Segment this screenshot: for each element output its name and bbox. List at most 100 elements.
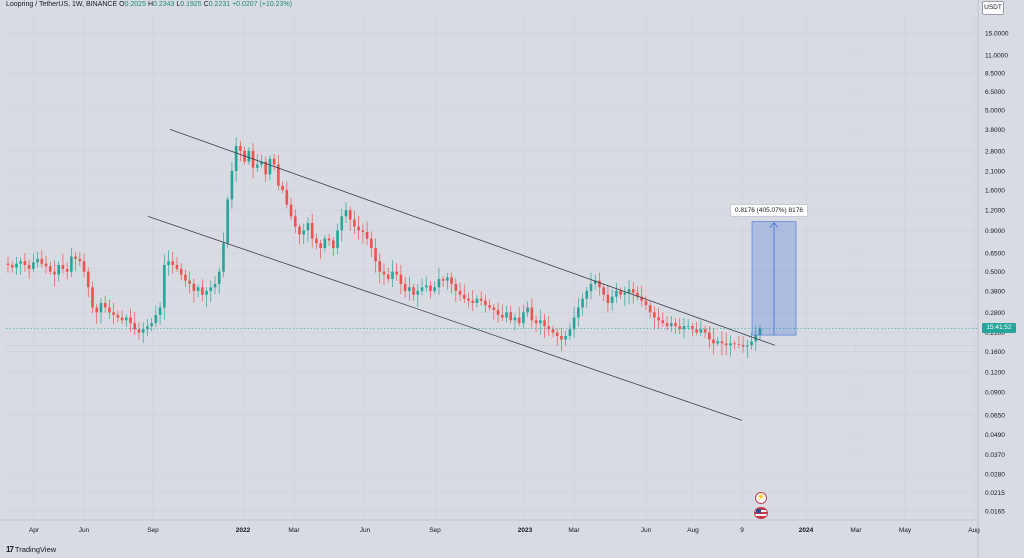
candle-body [669,323,673,327]
candle-body [158,307,162,315]
candle-body [247,150,251,162]
symbol-header: Loopring / TetherUS, 1W, BINANCE O0.2025… [6,1,292,8]
candle-body [150,323,153,327]
candle-body [682,326,686,330]
candle-body [146,326,149,330]
low-label: L [176,1,181,8]
candle-body [289,204,293,217]
candle-body [724,343,728,346]
candle-body [213,283,217,288]
y-tick-label: 0.1600 [985,349,1005,356]
candle-body [344,210,348,217]
candle-body [547,326,551,330]
candle-body [399,274,403,284]
lightning-icon[interactable]: ⚡ [755,492,767,504]
candle-body [513,317,517,321]
candle-body [201,287,204,295]
candle-body [593,280,597,284]
candle-body [746,345,749,347]
close-value: 0.2231 [208,1,231,8]
candle-body [293,216,297,227]
measure-arrowhead [769,221,779,228]
candle-body [357,226,360,231]
candle-body [315,238,318,244]
candle-body [631,289,635,293]
candle-body [716,341,720,344]
candle-body [27,264,31,269]
candle-body [205,290,208,295]
y-tick-label: 0.5000 [985,269,1005,276]
open-value: 0.2025 [124,1,146,8]
x-tick-label: 9 [740,527,744,534]
x-tick-label: Jun [360,527,371,534]
candle-body [737,344,741,345]
us-flag-icon[interactable] [754,507,768,519]
y-tick-label: 0.0280 [985,471,1005,478]
y-tick-label: 0.0165 [985,509,1005,516]
candle-body [454,283,458,291]
candle-body [184,274,187,281]
x-tick-label: Mar [850,527,862,534]
candle-body [382,271,386,275]
measure-label: 0.8176 (405.07%) 8176 [730,203,808,217]
candle-body [416,290,420,295]
candle-body [640,296,644,301]
candle-body [661,320,665,324]
x-tick-label: May [899,527,912,534]
logo-text: TradingView [14,545,57,554]
candle-body [285,190,289,205]
candle-body [695,329,698,333]
candle-body [703,329,707,333]
y-tick-label: 2.1000 [985,168,1005,175]
candle-body [505,312,508,318]
y-tick-label: 0.2100 [985,330,1005,337]
candle-body [577,307,580,318]
candle-body [475,298,479,303]
y-tick-label: 0.0650 [985,412,1005,419]
candle-body [365,231,369,239]
open-label: O [119,1,125,8]
candle-body [391,271,394,280]
candle-body [589,283,593,291]
candle-body [230,170,234,200]
candle-body [758,328,762,336]
candle-body [340,216,344,231]
candle-body [40,258,44,264]
candle-body [707,332,711,340]
currency-badge[interactable]: USDT [982,1,1004,15]
tv-mark-icon: 17 [6,545,14,554]
candle-body [226,199,229,244]
candle-body [188,280,191,284]
candle-body [610,296,614,303]
x-tick-label: 2023 [518,527,533,534]
candle-body [653,312,656,318]
candle-body [441,279,445,281]
candle-body [484,300,487,306]
candle-body [467,298,470,301]
candle-body [517,317,521,324]
candle-body [331,240,335,249]
x-tick-label: Apr [29,527,40,534]
y-tick-label: 2.8000 [985,148,1005,155]
candle-body [433,287,437,291]
candle-body [222,243,225,272]
candle-body [78,258,82,262]
candle-body [374,248,377,262]
candle-body [15,263,18,268]
candle-body [137,329,141,333]
candle-body [281,185,284,191]
candle-body [264,161,268,175]
candle-body [306,223,310,231]
candle-body [598,280,601,288]
candle-body [458,290,462,295]
candle-body [74,256,77,259]
candle-body [437,279,441,288]
tradingview-logo[interactable]: 17 TradingView [6,545,56,554]
x-tick-label: Sep [429,527,441,534]
y-tick-label: 0.6500 [985,251,1005,258]
candle-body [255,164,259,168]
candle-body [108,307,111,313]
x-tick-label: Aug [968,527,980,534]
